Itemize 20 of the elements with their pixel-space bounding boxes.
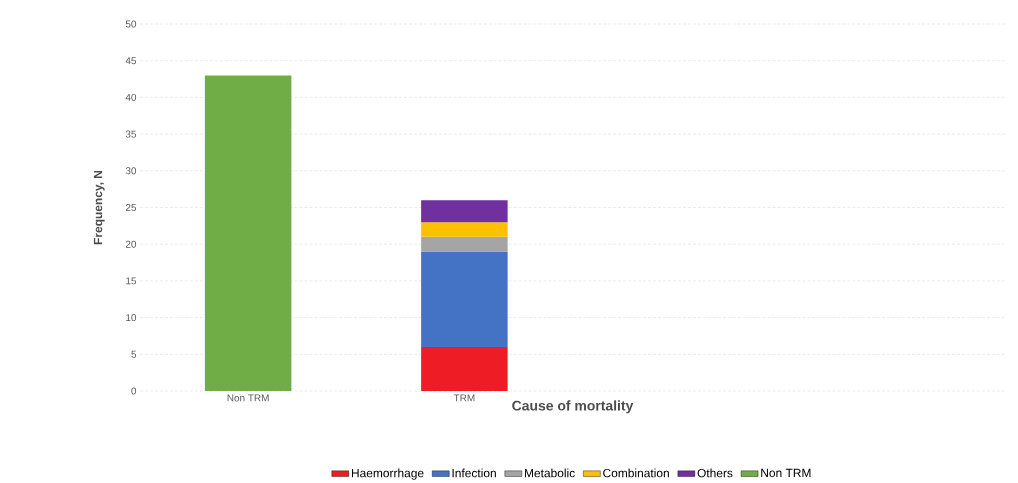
legend-label: Metabolic <box>525 468 575 478</box>
y-tick-label: 0 <box>131 387 137 395</box>
legend-label: Haemorrhage <box>351 468 424 480</box>
y-tick-label: 25 <box>125 203 137 212</box>
y-tick-label: 50 <box>125 20 137 28</box>
y-tick-label: 5 <box>131 350 137 358</box>
legend-label: Others <box>697 468 733 478</box>
x-tick-label: TRM <box>453 394 475 402</box>
legend-label: Non TRM <box>761 468 811 478</box>
y-tick-label: 45 <box>125 57 137 65</box>
y-axis-title: Frequency, N <box>93 170 105 245</box>
y-tick-label: 35 <box>125 130 137 138</box>
y-tick-label: 30 <box>125 167 137 175</box>
y-tick-label: 40 <box>125 93 137 101</box>
y-tick-label: 10 <box>126 314 137 322</box>
y-tick-label: 20 <box>125 240 137 248</box>
legend-label: Infection <box>452 468 496 478</box>
x-axis-title: Cause of mortality <box>512 400 634 414</box>
legend-label: Combination <box>603 468 669 478</box>
y-tick-label: 15 <box>126 277 137 285</box>
